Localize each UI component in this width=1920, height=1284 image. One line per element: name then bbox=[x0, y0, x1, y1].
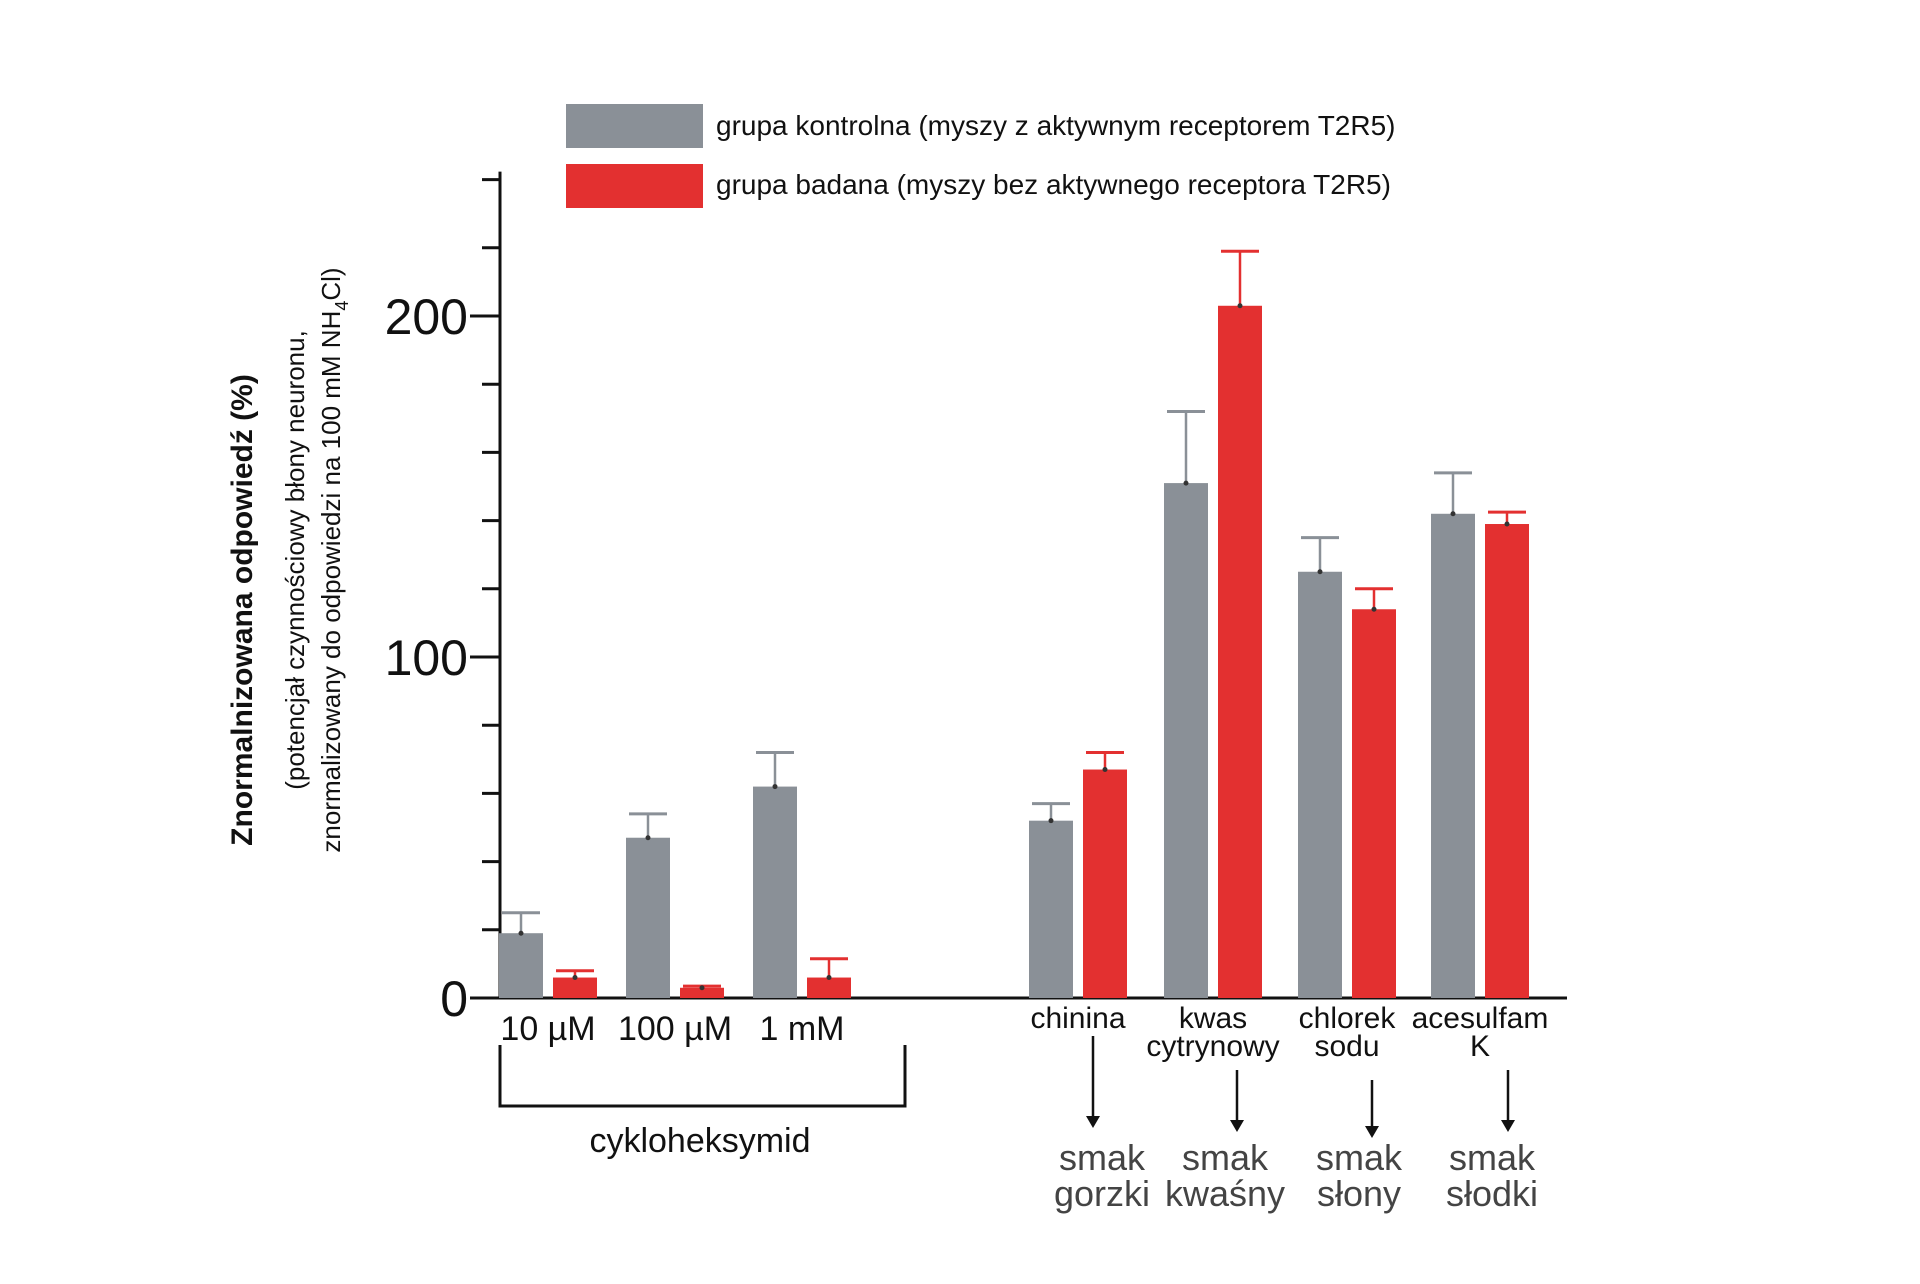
taste-label: słodki bbox=[1446, 1173, 1538, 1214]
bar bbox=[1352, 609, 1396, 998]
error-bar-mean-dot bbox=[518, 930, 524, 936]
y-tick-label: 200 bbox=[385, 289, 468, 345]
bar bbox=[1431, 513, 1475, 998]
category-label: 1 mM bbox=[760, 1010, 845, 1048]
taste-arrow-head bbox=[1365, 1126, 1379, 1138]
category-label: cytrynowy bbox=[1146, 1030, 1279, 1063]
taste-label: smak bbox=[1182, 1137, 1269, 1178]
bar bbox=[1298, 571, 1342, 998]
bar bbox=[1029, 820, 1073, 998]
error-bar-mean-dot bbox=[1504, 521, 1510, 527]
category-label: 10 µM bbox=[500, 1010, 595, 1048]
error-bar-mean-dot bbox=[1237, 303, 1243, 309]
y-axis-label-sub-2: znormalizowany do odpowiedzi na 100 mM N… bbox=[316, 267, 352, 852]
error-bar-mean-dot bbox=[826, 975, 832, 981]
y-axis-label-subscript: 4 bbox=[332, 301, 352, 311]
taste-arrow-head bbox=[1501, 1120, 1515, 1132]
y-axis-label-sub-2-end: Cl) bbox=[316, 267, 346, 300]
category-label: chinina bbox=[1030, 1002, 1125, 1035]
bar bbox=[680, 987, 724, 998]
y-tick-label: 100 bbox=[385, 630, 468, 686]
y-tick-label: 0 bbox=[440, 971, 468, 1027]
taste-label: smak bbox=[1059, 1137, 1146, 1178]
category-label: 100 µM bbox=[618, 1010, 732, 1048]
error-bar-mean-dot bbox=[645, 835, 651, 841]
y-axis-label-main: Znormalnizowana odpowiedź (%) bbox=[226, 374, 259, 846]
bar bbox=[1164, 483, 1208, 999]
cycloheximide-bracket: cykloheksymid bbox=[498, 1045, 907, 1160]
axes: 0 100 200 bbox=[385, 171, 1567, 1027]
legend-label-control: grupa kontrolna (myszy z aktywnym recept… bbox=[716, 110, 1396, 141]
bars bbox=[499, 305, 1529, 999]
y-axis-label-sub-2-text: znormalizowany do odpowiedzi na 100 mM N… bbox=[316, 311, 346, 853]
bar bbox=[807, 977, 851, 998]
category-label: sodu bbox=[1314, 1030, 1379, 1063]
category-label: kwas bbox=[1179, 1002, 1247, 1035]
legend-swatch-control bbox=[566, 104, 703, 148]
taste-label: smak bbox=[1316, 1137, 1403, 1178]
y-axis-title: Znormalnizowana odpowiedź (%) (potencjał… bbox=[226, 267, 352, 852]
bracket-label: cykloheksymid bbox=[589, 1122, 810, 1160]
category-label: chlorek bbox=[1299, 1002, 1397, 1035]
taste-label: kwaśny bbox=[1165, 1173, 1285, 1214]
error-bar-mean-dot bbox=[1102, 767, 1108, 773]
bar bbox=[499, 933, 543, 998]
taste-arrow-head bbox=[1230, 1120, 1244, 1132]
bracket-line bbox=[498, 1045, 907, 1108]
bar bbox=[1218, 305, 1262, 998]
error-bar-mean-dot bbox=[699, 985, 705, 991]
error-bar-mean-dot bbox=[1048, 818, 1054, 824]
error-bars bbox=[502, 249, 1526, 991]
legend-label-experimental: grupa badana (myszy bez aktywnego recept… bbox=[716, 169, 1391, 200]
taste-label: smak bbox=[1449, 1137, 1536, 1178]
error-bar-mean-dot bbox=[1317, 569, 1323, 575]
bar bbox=[1083, 769, 1127, 998]
category-label: acesulfam bbox=[1412, 1002, 1549, 1035]
legend: grupa kontrolna (myszy z aktywnym recept… bbox=[566, 104, 1396, 208]
y-axis-label-sub-1: (potencjał czynnościowy błony neuronu, bbox=[280, 330, 310, 790]
error-bar-mean-dot bbox=[1183, 480, 1189, 486]
error-bar-mean-dot bbox=[572, 975, 578, 981]
error-bar-mean-dot bbox=[1371, 606, 1377, 612]
taste-arrow-head bbox=[1086, 1116, 1100, 1128]
error-bar-mean-dot bbox=[772, 784, 778, 790]
bar bbox=[1485, 524, 1529, 998]
bar bbox=[626, 837, 670, 998]
error-bar-mean-dot bbox=[1450, 511, 1456, 517]
taste-label: słony bbox=[1317, 1173, 1401, 1214]
taste-label: gorzki bbox=[1054, 1173, 1150, 1214]
legend-swatch-experimental bbox=[566, 164, 703, 208]
bar bbox=[553, 977, 597, 998]
category-label: K bbox=[1470, 1030, 1490, 1063]
bar bbox=[753, 786, 797, 998]
